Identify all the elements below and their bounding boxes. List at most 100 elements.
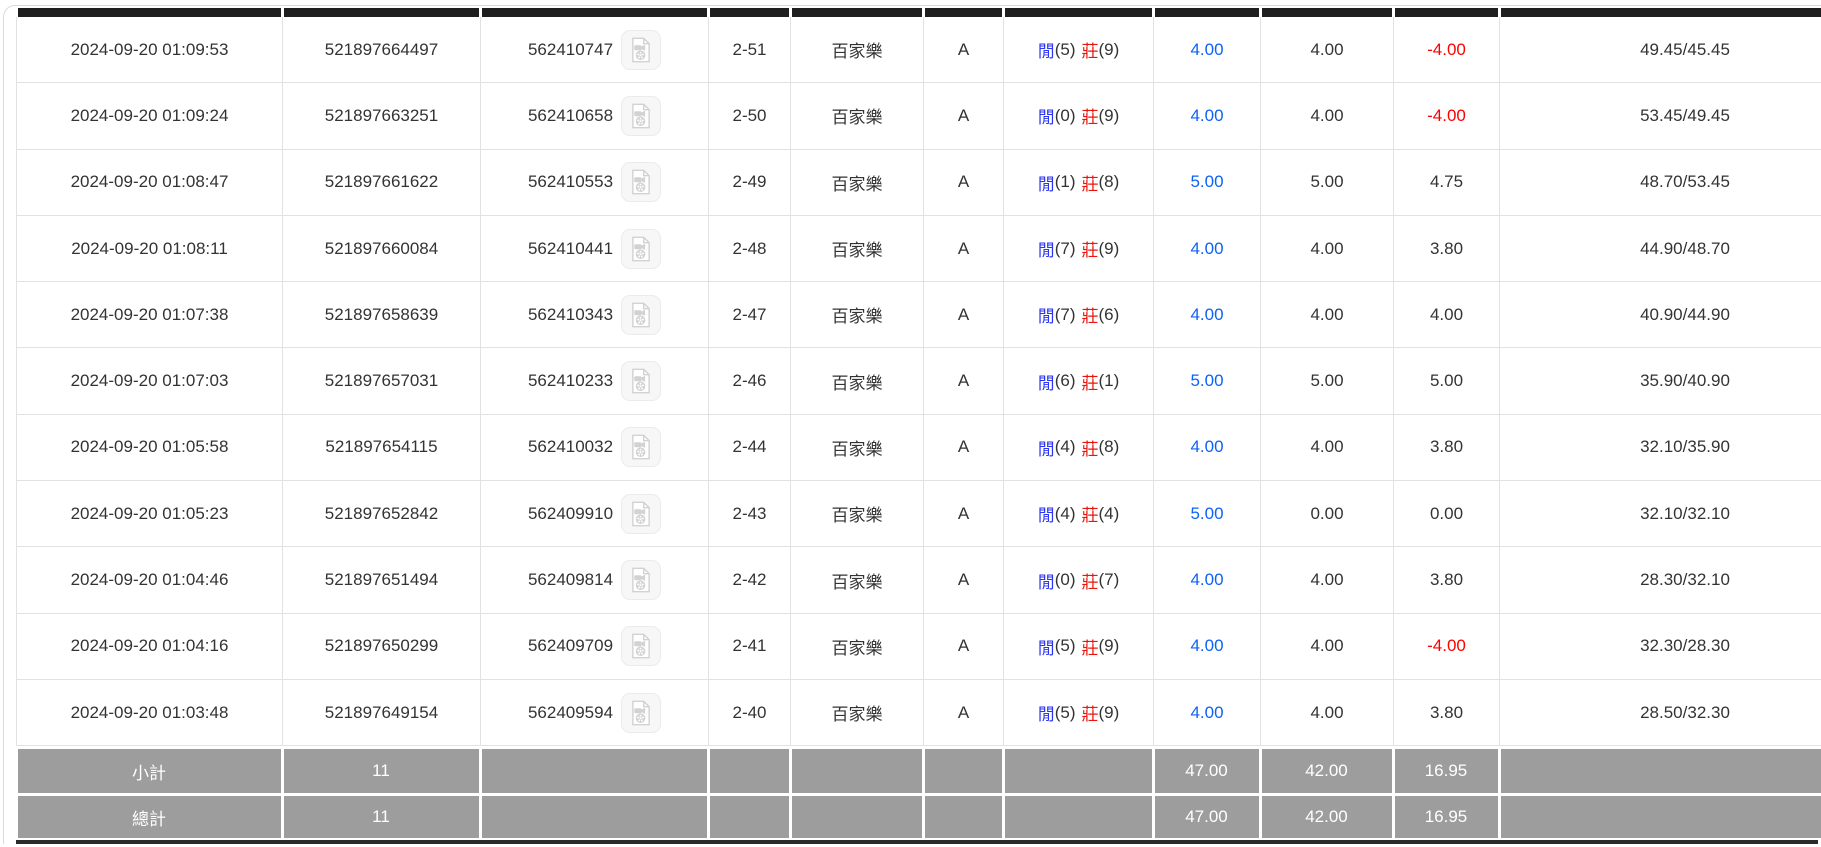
banker-label: 莊: [1081, 42, 1099, 62]
header-cell-game: [790, 8, 923, 17]
cell-round-no: 2-40: [709, 679, 791, 746]
cell-balance: 28.50/32.30: [1640, 702, 1730, 722]
header-cell-valid: [1260, 8, 1393, 17]
bet-amount-link[interactable]: 4.00: [1190, 437, 1224, 457]
player-label: 閒: [1037, 572, 1055, 592]
cell-table: A: [924, 215, 1004, 282]
banker-score: (7): [1098, 570, 1120, 590]
round-id-text: 562410553: [527, 172, 614, 192]
horizontal-scrollbar[interactable]: [16, 840, 1818, 845]
bet-amount-link[interactable]: 5.00: [1190, 172, 1224, 192]
video-replay-button[interactable]: [621, 162, 662, 203]
bet-amount-link[interactable]: 5.00: [1190, 503, 1224, 523]
total-win-loss: 16.95: [1393, 796, 1499, 839]
cell-bet-amount: 4.00: [1154, 282, 1261, 348]
cell-bet-amount: 4.00: [1154, 547, 1261, 613]
table-row: 2024-09-20 01:08:11 521897660084 5624104…: [17, 215, 1821, 283]
subtotal-label: 小計: [16, 749, 282, 794]
cell-time: 2024-09-20 01:07:38: [17, 282, 283, 348]
bet-amount-link[interactable]: 4.00: [1190, 702, 1224, 722]
total-label: 總計: [16, 796, 282, 839]
cell-balance: 40.90/44.90: [1640, 304, 1730, 324]
video-replay-button[interactable]: [621, 294, 662, 335]
table-row: 2024-09-20 01:05:23 521897652842 5624099…: [17, 481, 1821, 548]
round-id-text: 562409814: [527, 570, 614, 590]
cell-balance: 53.45/49.45: [1640, 105, 1730, 125]
cell-table: A: [924, 17, 1004, 83]
cell-valid-amount: 4.00: [1261, 282, 1394, 348]
video-replay-icon: [632, 435, 650, 460]
cell-win-loss: 3.80: [1394, 547, 1500, 613]
total-empty: [480, 796, 708, 839]
video-replay-button[interactable]: [621, 692, 662, 733]
cell-time: 2024-09-20 01:04:16: [17, 613, 283, 679]
cell-balance: 32.30/28.30: [1640, 636, 1730, 656]
cell-bet-amount: 4.00: [1154, 613, 1261, 679]
cell-time: 2024-09-20 01:09:24: [17, 83, 283, 149]
cell-time: 2024-09-20 01:03:48: [17, 679, 283, 746]
cell-bet-id: 521897661622: [283, 149, 481, 215]
video-replay-button[interactable]: [621, 626, 662, 667]
subtotal-empty: [790, 749, 923, 794]
video-replay-button[interactable]: [621, 427, 662, 468]
cell-result: 閒 (4) 莊 (4): [1004, 481, 1154, 547]
bet-amount-link[interactable]: 4.00: [1190, 636, 1224, 656]
bet-amount-link[interactable]: 4.00: [1190, 570, 1224, 590]
bet-amount-link[interactable]: 4.00: [1190, 238, 1224, 258]
player-label: 閒: [1037, 241, 1055, 261]
player-label: 閒: [1037, 42, 1055, 62]
bet-amount-link[interactable]: 4.00: [1190, 105, 1224, 125]
cell-valid-amount: 4.00: [1261, 679, 1394, 746]
table-row: 2024-09-20 01:07:03 521897657031 5624102…: [17, 348, 1821, 415]
cell-bet-id: 521897658639: [283, 282, 481, 348]
bet-amount-link[interactable]: 4.00: [1190, 304, 1224, 324]
cell-balance: 48.70/53.45: [1640, 172, 1730, 192]
total-valid: 42.00: [1260, 796, 1393, 839]
player-score: (5): [1054, 702, 1076, 722]
player-score: (0): [1054, 105, 1076, 125]
bet-amount-link[interactable]: 4.00: [1190, 39, 1224, 59]
subtotal-count: 11: [282, 749, 480, 794]
video-replay-icon: [632, 700, 650, 726]
cell-time: 2024-09-20 01:05:58: [17, 414, 283, 481]
cell-game: 百家樂: [791, 215, 924, 282]
video-replay-button[interactable]: [621, 493, 662, 534]
banker-score: (4): [1098, 503, 1120, 523]
cell-result: 閒 (0) 莊 (7): [1004, 547, 1154, 613]
bet-amount-link[interactable]: 5.00: [1190, 371, 1224, 391]
video-replay-button[interactable]: [621, 29, 662, 70]
cell-bet-id: 521897663251: [283, 83, 481, 149]
round-id-text: 562410233: [527, 371, 614, 391]
banker-score: (8): [1098, 437, 1120, 457]
header-cell-bet-id: [282, 8, 480, 17]
cell-table: A: [924, 547, 1004, 613]
player-label: 閒: [1037, 439, 1055, 459]
video-replay-button[interactable]: [621, 228, 662, 269]
cell-valid-amount: 4.00: [1261, 613, 1394, 679]
table-row: 2024-09-20 01:07:38 521897658639 5624103…: [17, 282, 1821, 349]
video-replay-button[interactable]: [621, 95, 662, 136]
player-score: (5): [1054, 636, 1076, 656]
cell-round-no: 2-50: [709, 83, 791, 149]
table-row: 2024-09-20 01:03:48 521897649154 5624095…: [17, 679, 1821, 747]
video-replay-icon: [632, 236, 650, 261]
subtotal-row: 小計 11 47.00 42.00 16.95: [16, 749, 1821, 794]
video-replay-button[interactable]: [621, 560, 662, 601]
video-replay-button[interactable]: [621, 361, 662, 402]
cell-bet-amount: 5.00: [1154, 149, 1261, 215]
round-id-text: 562410747: [527, 39, 614, 59]
cell-game: 百家樂: [791, 282, 924, 348]
cell-win-loss: -4.00: [1394, 613, 1500, 679]
cell-valid-amount: 4.00: [1261, 215, 1394, 282]
round-id-text: 562410658: [527, 105, 614, 125]
banker-score: (6): [1098, 304, 1120, 324]
cell-time: 2024-09-20 01:04:46: [17, 547, 283, 613]
player-score: (6): [1054, 371, 1076, 391]
cell-win-loss: 5.00: [1394, 348, 1500, 414]
cell-balance: 35.90/40.90: [1640, 371, 1730, 391]
video-replay-icon: [632, 103, 650, 129]
cell-game: 百家樂: [791, 17, 924, 83]
player-label: 閒: [1037, 108, 1055, 128]
cell-round-no: 2-51: [709, 17, 791, 83]
banker-score: (1): [1098, 371, 1120, 391]
